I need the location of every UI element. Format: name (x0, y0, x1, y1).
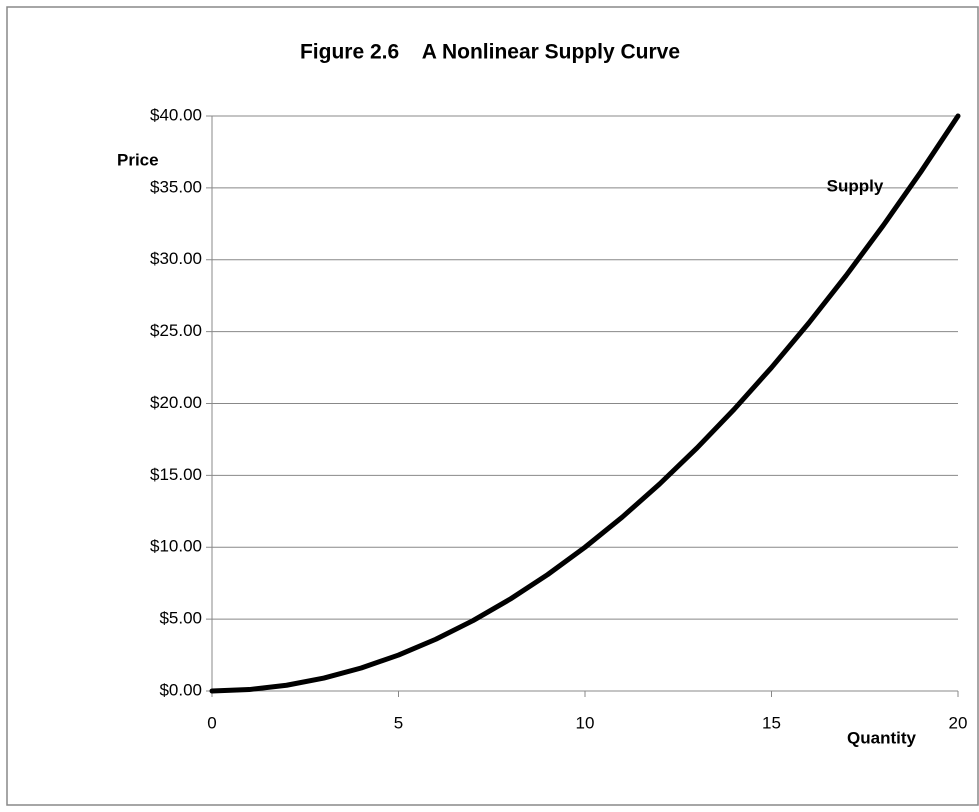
chart-border (6, 6, 979, 806)
x-tick-label: 20 (949, 713, 968, 732)
y-tick-label: $40.00 (150, 105, 202, 124)
series-label: Supply (827, 176, 884, 195)
x-tick-label: 15 (762, 713, 781, 732)
y-tick-label: $35.00 (150, 177, 202, 196)
y-tick-label: $10.00 (150, 537, 202, 556)
chart-title: Figure 2.6 A Nonlinear Supply Curve (300, 41, 680, 64)
y-tick-label: $25.00 (150, 321, 202, 340)
x-axis-label: Quantity (847, 728, 916, 747)
y-tick-label: $5.00 (159, 609, 202, 628)
x-tick-label: 5 (394, 713, 403, 732)
y-tick-label: $20.00 (150, 393, 202, 412)
x-tick-label: 10 (576, 713, 595, 732)
y-axis-label: Price (117, 150, 159, 169)
supply-line (209, 113, 961, 694)
y-tick-label: $30.00 (150, 249, 202, 268)
x-tick-label: 0 (207, 713, 216, 732)
y-tick-label: $0.00 (159, 680, 202, 699)
y-tick-label: $15.00 (150, 465, 202, 484)
